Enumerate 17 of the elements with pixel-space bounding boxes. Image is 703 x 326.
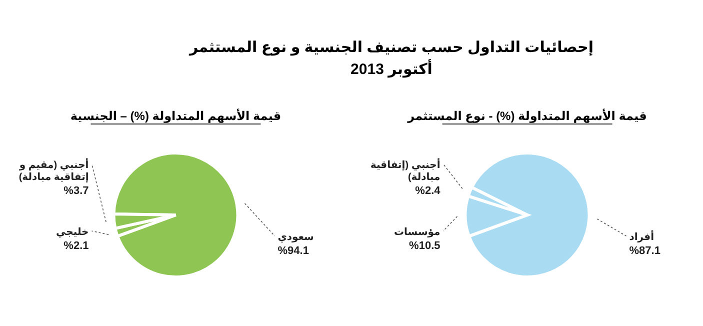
chart-title: قيمة الأسهم المتداولة (%) - نوع المستثمر	[406, 108, 647, 123]
slice-label: مؤسسات	[394, 227, 440, 238]
data-label: %3.7	[64, 185, 89, 197]
data-label: %2.1	[64, 240, 89, 252]
slice-label: خليجي	[56, 227, 89, 238]
slice-label: سعودي	[278, 232, 314, 243]
text: أكتوبر 2013	[350, 59, 432, 78]
chart-title: قيمة الأسهم المتداولة (%) – الجنسية	[70, 108, 282, 123]
text: إحصائيات التداول حسب تصنيف الجنسية و نوع المستثمر	[188, 39, 594, 56]
slice-label: أجنبي (مقيم و إتفاقية مبادلة)	[18, 158, 89, 183]
data-label: %87.1	[629, 245, 660, 257]
data-label: %94.1	[278, 245, 309, 257]
slice-label: أجنبي (إتفاقية مبادلة)	[370, 158, 440, 183]
slice-label: أفراد	[629, 230, 654, 243]
data-label: %2.4	[415, 185, 442, 197]
data-label: %10.5	[409, 240, 440, 252]
pie-slice	[112, 152, 240, 278]
